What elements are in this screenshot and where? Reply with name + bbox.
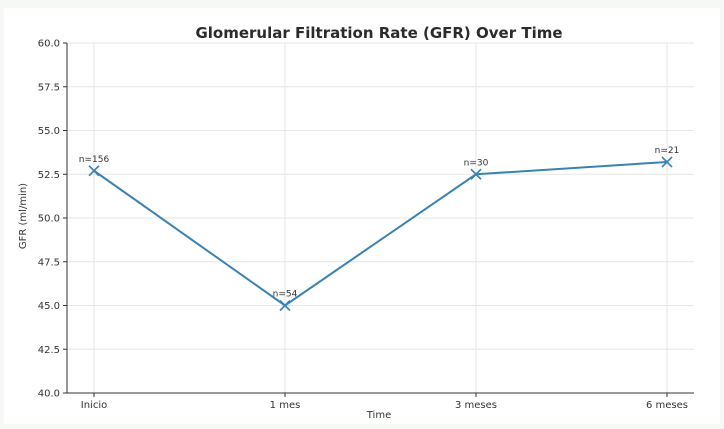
series-layer [88, 156, 673, 312]
axes-layer: 40.0 42.5 45.0 47.5 50.0 52.5 55.0 57.5 60.0 Inic… [38, 39, 694, 411]
x-tick-label: 3 meses [455, 400, 497, 411]
data-point-marker [661, 156, 673, 168]
chart-title: Glomerular Filtration Rate (GFR) Over Ti… [195, 24, 562, 42]
marker-stroke [88, 165, 100, 177]
data-label: n=54 [273, 290, 298, 300]
x-tick-label: 6 meses [646, 400, 688, 411]
y-tick-label: 52.5 [38, 170, 60, 181]
data-label: n=156 [79, 155, 110, 165]
data-label: n=30 [464, 158, 489, 168]
data-point-marker [470, 168, 482, 180]
chart-container: 40.0 42.5 45.0 47.5 50.0 52.5 55.0 57.5 60.0 Inic… [4, 8, 720, 424]
y-tick-label: 60.0 [38, 39, 60, 50]
y-tick-label: 42.5 [38, 345, 60, 356]
grid-layer [67, 42, 694, 394]
y-tick-label: 55.0 [38, 126, 60, 137]
x-axis-label: Time [366, 410, 391, 421]
x-tick-label: Inicio [81, 400, 107, 411]
y-tick-label: 50.0 [38, 214, 60, 225]
y-tick-label: 47.5 [38, 257, 60, 268]
marker-stroke [279, 299, 291, 312]
y-tick-label: 57.5 [38, 82, 60, 93]
labels-layer: n=156 n=54 n=30 n=21 [79, 146, 680, 300]
series-line [93, 161, 668, 307]
marker-stroke [661, 156, 673, 168]
data-point-marker [279, 299, 291, 312]
y-tick-label: 45.0 [38, 301, 60, 312]
gfr-line-chart: 40.0 42.5 45.0 47.5 50.0 52.5 55.0 57.5 60.0 Inic… [18, 24, 694, 421]
marker-stroke [470, 168, 482, 180]
y-tick-label: 40.0 [38, 389, 60, 400]
data-point-marker [88, 165, 100, 177]
data-label: n=21 [655, 146, 680, 156]
y-axis-label: GFR (ml/min) [18, 183, 29, 249]
x-tick-label: 1 mes [270, 400, 301, 411]
